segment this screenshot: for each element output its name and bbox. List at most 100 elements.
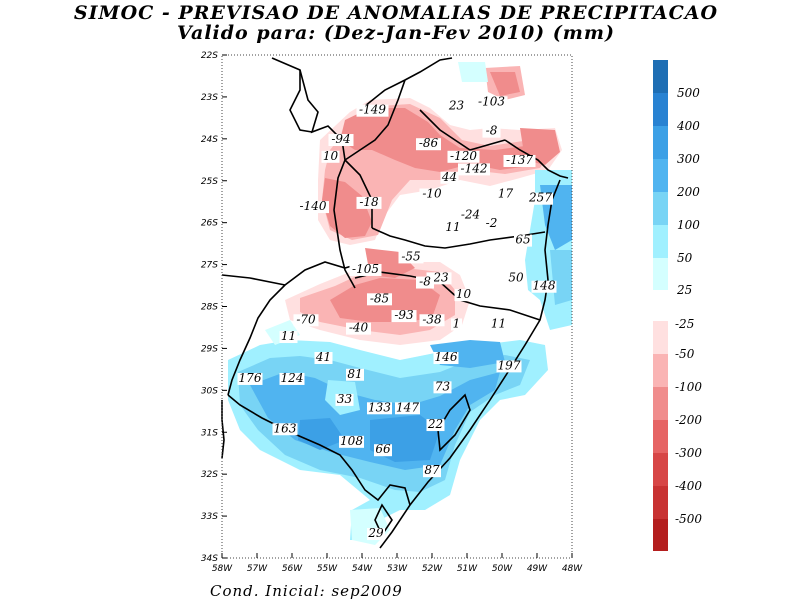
value-label: 197 <box>496 358 522 373</box>
value-label-bg <box>335 393 354 406</box>
lon-tick-label: 56W <box>282 564 303 574</box>
value-label-bg <box>346 322 371 335</box>
value-label-bg <box>321 150 340 163</box>
lon-tick-label: 52W <box>422 564 443 574</box>
value-label-bg <box>426 419 445 432</box>
legend-swatch-positive <box>653 159 668 192</box>
value-label-bg <box>444 222 462 235</box>
value-label: 65 <box>514 233 532 247</box>
value-label-text: -137 <box>506 153 533 167</box>
value-label: -70 <box>293 312 319 327</box>
legend-label-negative: -50 <box>675 347 695 361</box>
value-label: 11 <box>489 316 508 331</box>
longitude-ticks: 58W 57W 56W 55W 54W 53W 52W 51W 50W 49W 48W <box>212 553 583 574</box>
value-label: -94 <box>328 132 354 147</box>
value-label-text: -94 <box>331 132 350 146</box>
value-label-text: 148 <box>533 279 556 293</box>
value-label-text: 11 <box>445 220 460 234</box>
value-label-text: -93 <box>394 308 414 322</box>
value-label-bg <box>237 372 263 385</box>
map-frame <box>221 54 573 559</box>
value-label-text: -55 <box>401 249 420 263</box>
value-label-text: 44 <box>441 170 457 184</box>
lat-tick-label: 26S <box>201 219 218 229</box>
anomaly-cell <box>322 178 372 238</box>
value-label: -2 <box>482 216 501 230</box>
value-label-bg <box>507 272 525 285</box>
argentina-north <box>221 274 286 286</box>
lon-tick-label: 54W <box>352 564 373 574</box>
value-label-bg <box>528 192 553 205</box>
coast-north <box>504 139 569 179</box>
value-label-bg <box>391 310 417 323</box>
value-label-bg <box>272 423 298 436</box>
value-label-bg <box>367 293 392 306</box>
value-label-text: -105 <box>352 262 379 276</box>
uruguay-border <box>227 394 411 506</box>
lagoa-dos-patos <box>437 393 471 452</box>
value-label: 29 <box>367 526 385 541</box>
value-label: 87 <box>423 463 441 478</box>
value-label-bg <box>447 100 466 113</box>
value-label-bg <box>279 331 298 344</box>
sp-interior <box>344 79 406 161</box>
lat-tick-label: 27S <box>201 261 218 271</box>
legend-label-positive: 200 <box>676 185 700 199</box>
value-label-bg <box>279 372 305 385</box>
value-label-text: 41 <box>315 350 331 364</box>
state-borders <box>221 57 569 549</box>
value-label-bg <box>398 251 424 264</box>
value-label-bg <box>356 196 382 209</box>
value-label-text: 163 <box>274 421 297 435</box>
legend-swatch-positive <box>653 258 668 290</box>
value-label: 146 <box>433 350 459 364</box>
value-labels: -149 23 -103 -8 -94 10 -86 -120 -137 -142 44 -10 17 2… <box>237 94 557 541</box>
value-label-bg <box>514 234 532 247</box>
value-label-bg <box>451 318 462 331</box>
legend-label-positive: 25 <box>676 283 692 297</box>
lon-tick-label: 48W <box>562 564 583 574</box>
value-label-bg <box>423 465 441 478</box>
legend-swatch-negative <box>653 387 668 420</box>
legend-swatch-negative <box>653 354 668 387</box>
value-label-bg <box>447 150 480 163</box>
legend-swatch-negative <box>653 453 668 486</box>
value-label-bg <box>482 217 501 230</box>
value-label: 10 <box>321 149 340 163</box>
value-label-bg <box>367 528 385 541</box>
value-label: 147 <box>395 400 420 415</box>
value-label-text: 81 <box>347 367 362 381</box>
value-label: -40 <box>346 321 371 335</box>
value-label-bg <box>475 96 508 109</box>
value-label-bg <box>367 402 392 415</box>
pr-internal <box>419 109 506 151</box>
value-label: -8 <box>482 124 501 138</box>
value-label-bg <box>489 318 508 331</box>
value-label-bg <box>374 444 392 457</box>
value-label-bg <box>293 314 319 327</box>
legend-label-negative: -100 <box>675 380 702 394</box>
value-label-bg <box>349 263 382 276</box>
value-label-bg <box>416 276 434 289</box>
value-label: 133 <box>367 400 392 415</box>
value-label: 17 <box>496 187 515 201</box>
legend-label-negative: -200 <box>675 413 702 427</box>
value-label-text: 17 <box>498 187 514 201</box>
value-label-text: -142 <box>461 161 488 175</box>
value-label-bg <box>496 360 522 373</box>
value-label: -8 <box>416 275 434 289</box>
legend-label-negative: -25 <box>675 317 694 331</box>
value-label: -137 <box>503 153 536 167</box>
value-label-text: 257 <box>528 191 552 205</box>
argentina-border <box>227 261 356 396</box>
lon-tick-label: 51W <box>457 564 478 574</box>
anomaly-cell <box>458 62 488 82</box>
legend-swatch-positive <box>653 225 668 258</box>
value-label: -85 <box>367 291 392 306</box>
value-label-bg <box>339 435 364 448</box>
value-label-text: -2 <box>486 216 498 230</box>
value-label-text: -8 <box>419 275 431 289</box>
lat-tick-label: 23S <box>201 93 218 103</box>
value-label-text: -120 <box>450 149 477 163</box>
value-label: 124 <box>279 371 305 385</box>
